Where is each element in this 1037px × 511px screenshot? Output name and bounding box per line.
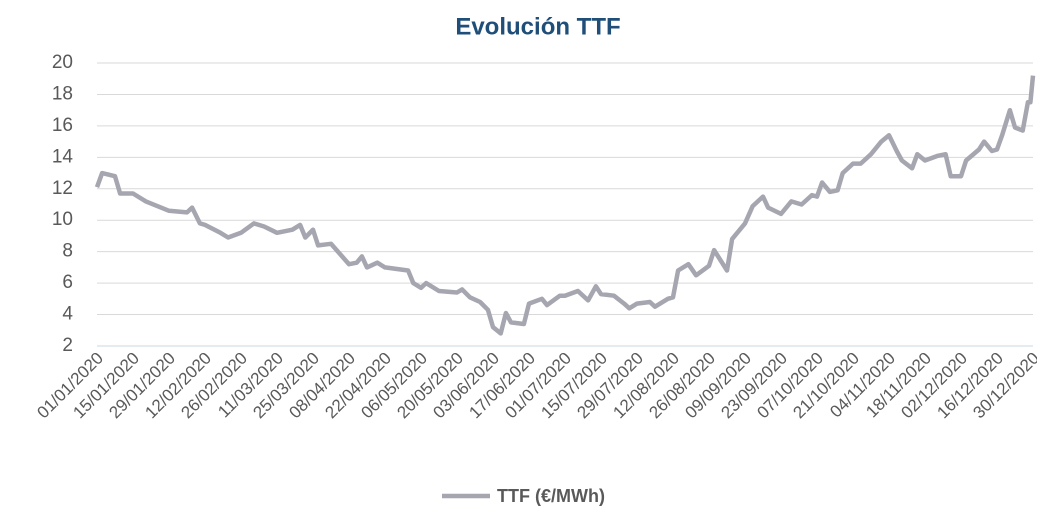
y-tick-label: 16 bbox=[52, 115, 73, 136]
y-tick-label: 12 bbox=[52, 178, 73, 199]
chart-title: Evolución TTF bbox=[455, 13, 620, 40]
y-tick-label: 20 bbox=[52, 52, 73, 73]
y-tick-label: 6 bbox=[62, 272, 73, 293]
y-tick-label: 14 bbox=[52, 146, 74, 167]
y-tick-label: 4 bbox=[62, 304, 73, 325]
y-tick-label: 2 bbox=[62, 335, 73, 356]
y-tick-label: 8 bbox=[62, 241, 73, 262]
data-line bbox=[94, 75, 1036, 336]
y-tick-label: 10 bbox=[52, 209, 73, 230]
y-tick-label: 18 bbox=[52, 83, 73, 104]
legend-label: TTF (€/MWh) bbox=[497, 486, 605, 506]
